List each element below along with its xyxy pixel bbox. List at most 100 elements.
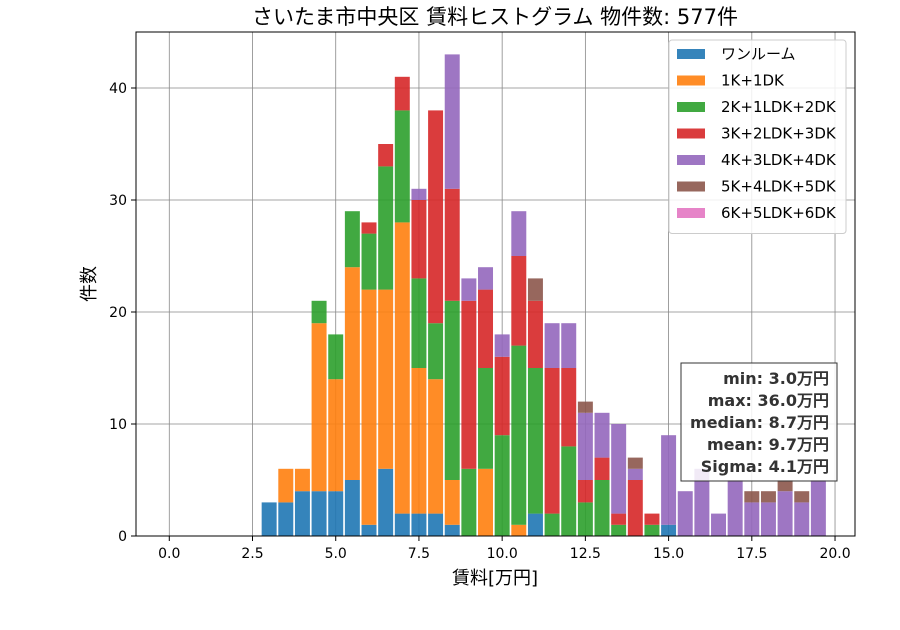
bar-series-2-bin-10: [428, 323, 444, 380]
bar-series-1-bin-3: [311, 323, 327, 492]
bar-series-2-bin-6: [361, 233, 377, 290]
bar-series-2-bin-4: [328, 334, 344, 380]
bar-series-1-bin-15: [511, 524, 527, 536]
bar-series-2-bin-16: [527, 368, 543, 514]
bar-series-2-bin-21: [611, 524, 627, 536]
y-tick-label-4: 40: [109, 81, 127, 97]
bar-series-1-bin-5: [344, 267, 360, 480]
bar-series-1-bin-6: [361, 289, 377, 525]
x-tick-label-6: 15.0: [653, 546, 684, 562]
bar-series-2-bin-8: [394, 110, 410, 223]
legend-swatch-3: [677, 128, 705, 139]
bar-series-1-bin-9: [411, 368, 427, 514]
bar-series-4-bin-17: [544, 323, 560, 368]
bar-series-4-bin-13: [478, 267, 494, 290]
bar-series-3-bin-23: [644, 513, 660, 525]
bar-series-3-bin-10: [428, 110, 444, 324]
bar-series-1-bin-10: [428, 379, 444, 514]
bar-series-0-bin-7: [378, 468, 394, 536]
bars: [261, 54, 826, 536]
bar-series-4-bin-20: [594, 412, 610, 458]
bar-series-4-bin-25: [677, 491, 693, 536]
bar-series-4-bin-21: [611, 424, 627, 514]
legend-label-3: 3K+2LDK+3DK: [721, 125, 837, 143]
bar-series-1-bin-8: [394, 222, 410, 514]
bar-series-2-bin-9: [411, 278, 427, 368]
bar-series-1-bin-4: [328, 379, 344, 492]
y-tick-label-1: 10: [109, 417, 127, 433]
bar-series-5-bin-22: [627, 457, 643, 469]
bar-series-0-bin-8: [394, 513, 410, 536]
bar-series-3-bin-7: [378, 144, 394, 167]
bar-series-2-bin-17: [544, 513, 560, 536]
y-axis-label: 件数: [79, 266, 100, 302]
bar-series-2-bin-18: [561, 446, 577, 536]
bar-series-4-bin-29: [744, 502, 760, 536]
bar-series-5-bin-19: [577, 401, 593, 413]
bar-series-3-bin-16: [527, 300, 543, 368]
legend-swatch-5: [677, 181, 705, 192]
legend-label-6: 6K+5LDK+6DK: [721, 204, 837, 222]
bar-series-1-bin-11: [444, 480, 460, 525]
bar-series-2-bin-12: [461, 468, 477, 536]
bar-series-5-bin-30: [760, 491, 776, 503]
bar-series-5-bin-32: [794, 491, 810, 503]
bar-series-3-bin-19: [577, 480, 593, 503]
legend-label-2: 2K+1LDK+2DK: [721, 98, 837, 116]
bar-series-0-bin-3: [311, 491, 327, 536]
stats-box-frame: [680, 362, 838, 482]
x-tick-label-4: 10.0: [487, 546, 518, 562]
bar-series-1-bin-7: [378, 289, 394, 469]
legend-label-1: 1K+1DK: [721, 72, 785, 90]
legend-swatch-0: [677, 49, 705, 59]
bar-series-2-bin-13: [478, 368, 494, 469]
bar-series-4-bin-12: [461, 278, 477, 301]
x-tick-label-0: 0.0: [158, 546, 180, 562]
bar-series-4-bin-24: [661, 435, 677, 525]
x-tick-label-2: 5.0: [325, 546, 347, 562]
x-tick-label-7: 17.5: [736, 546, 767, 562]
bar-series-2-bin-20: [594, 480, 610, 536]
bar-series-0-bin-4: [328, 491, 344, 536]
x-axis-ticks: 0.0 2.5 5.0 7.5 10.0 12.5 15.0 17.5 20.0: [158, 536, 851, 562]
bar-series-4-bin-18: [561, 323, 577, 368]
stat-median: median: 8.7万円: [690, 413, 829, 432]
legend-frame: [668, 39, 847, 234]
bar-series-4-bin-28: [727, 480, 743, 536]
bar-series-2-bin-15: [511, 345, 527, 525]
bar-series-3-bin-12: [461, 300, 477, 469]
stats-box: min: 3.0万円 max: 36.0万円 median: 8.7万円 mea…: [680, 362, 838, 482]
bar-series-4-bin-26: [694, 468, 710, 536]
bar-series-2-bin-11: [444, 300, 460, 480]
bar-series-2-bin-14: [494, 435, 510, 536]
legend-label-5: 5K+4LDK+5DK: [721, 178, 837, 196]
y-tick-label-2: 20: [109, 305, 127, 321]
y-tick-label-3: 30: [109, 193, 127, 209]
bar-series-2-bin-7: [378, 166, 394, 290]
bar-series-4-bin-22: [627, 468, 643, 480]
x-tick-label-5: 12.5: [570, 546, 601, 562]
bar-series-4-bin-11: [444, 54, 460, 189]
x-tick-label-8: 20.0: [819, 546, 850, 562]
bar-series-4-bin-33: [810, 480, 826, 536]
y-tick-label-0: 0: [118, 529, 127, 545]
bar-series-4-bin-30: [760, 502, 776, 536]
bar-series-0-bin-5: [344, 480, 360, 536]
bar-series-4-bin-15: [511, 211, 527, 256]
x-axis-label: 賃料[万円]: [452, 568, 538, 589]
bar-series-4-bin-14: [494, 334, 510, 357]
bar-series-0-bin-24: [661, 524, 677, 536]
bar-series-3-bin-15: [511, 256, 527, 346]
legend-swatch-4: [677, 155, 705, 165]
bar-series-0-bin-1: [278, 502, 294, 536]
bar-series-5-bin-29: [744, 491, 760, 503]
bar-series-3-bin-6: [361, 222, 377, 234]
bar-series-3-bin-20: [594, 457, 610, 480]
bar-series-4-bin-32: [794, 502, 810, 536]
legend-swatch-2: [677, 102, 705, 112]
bar-series-2-bin-23: [644, 524, 660, 536]
bar-series-3-bin-21: [611, 513, 627, 525]
bar-series-4-bin-19: [577, 412, 593, 480]
legend: ワンルーム 1K+1DK 2K+1LDK+2DK 3K+2LDK+3DK 4K+3LDK…: [668, 39, 847, 234]
bar-series-4-bin-9: [411, 188, 427, 200]
